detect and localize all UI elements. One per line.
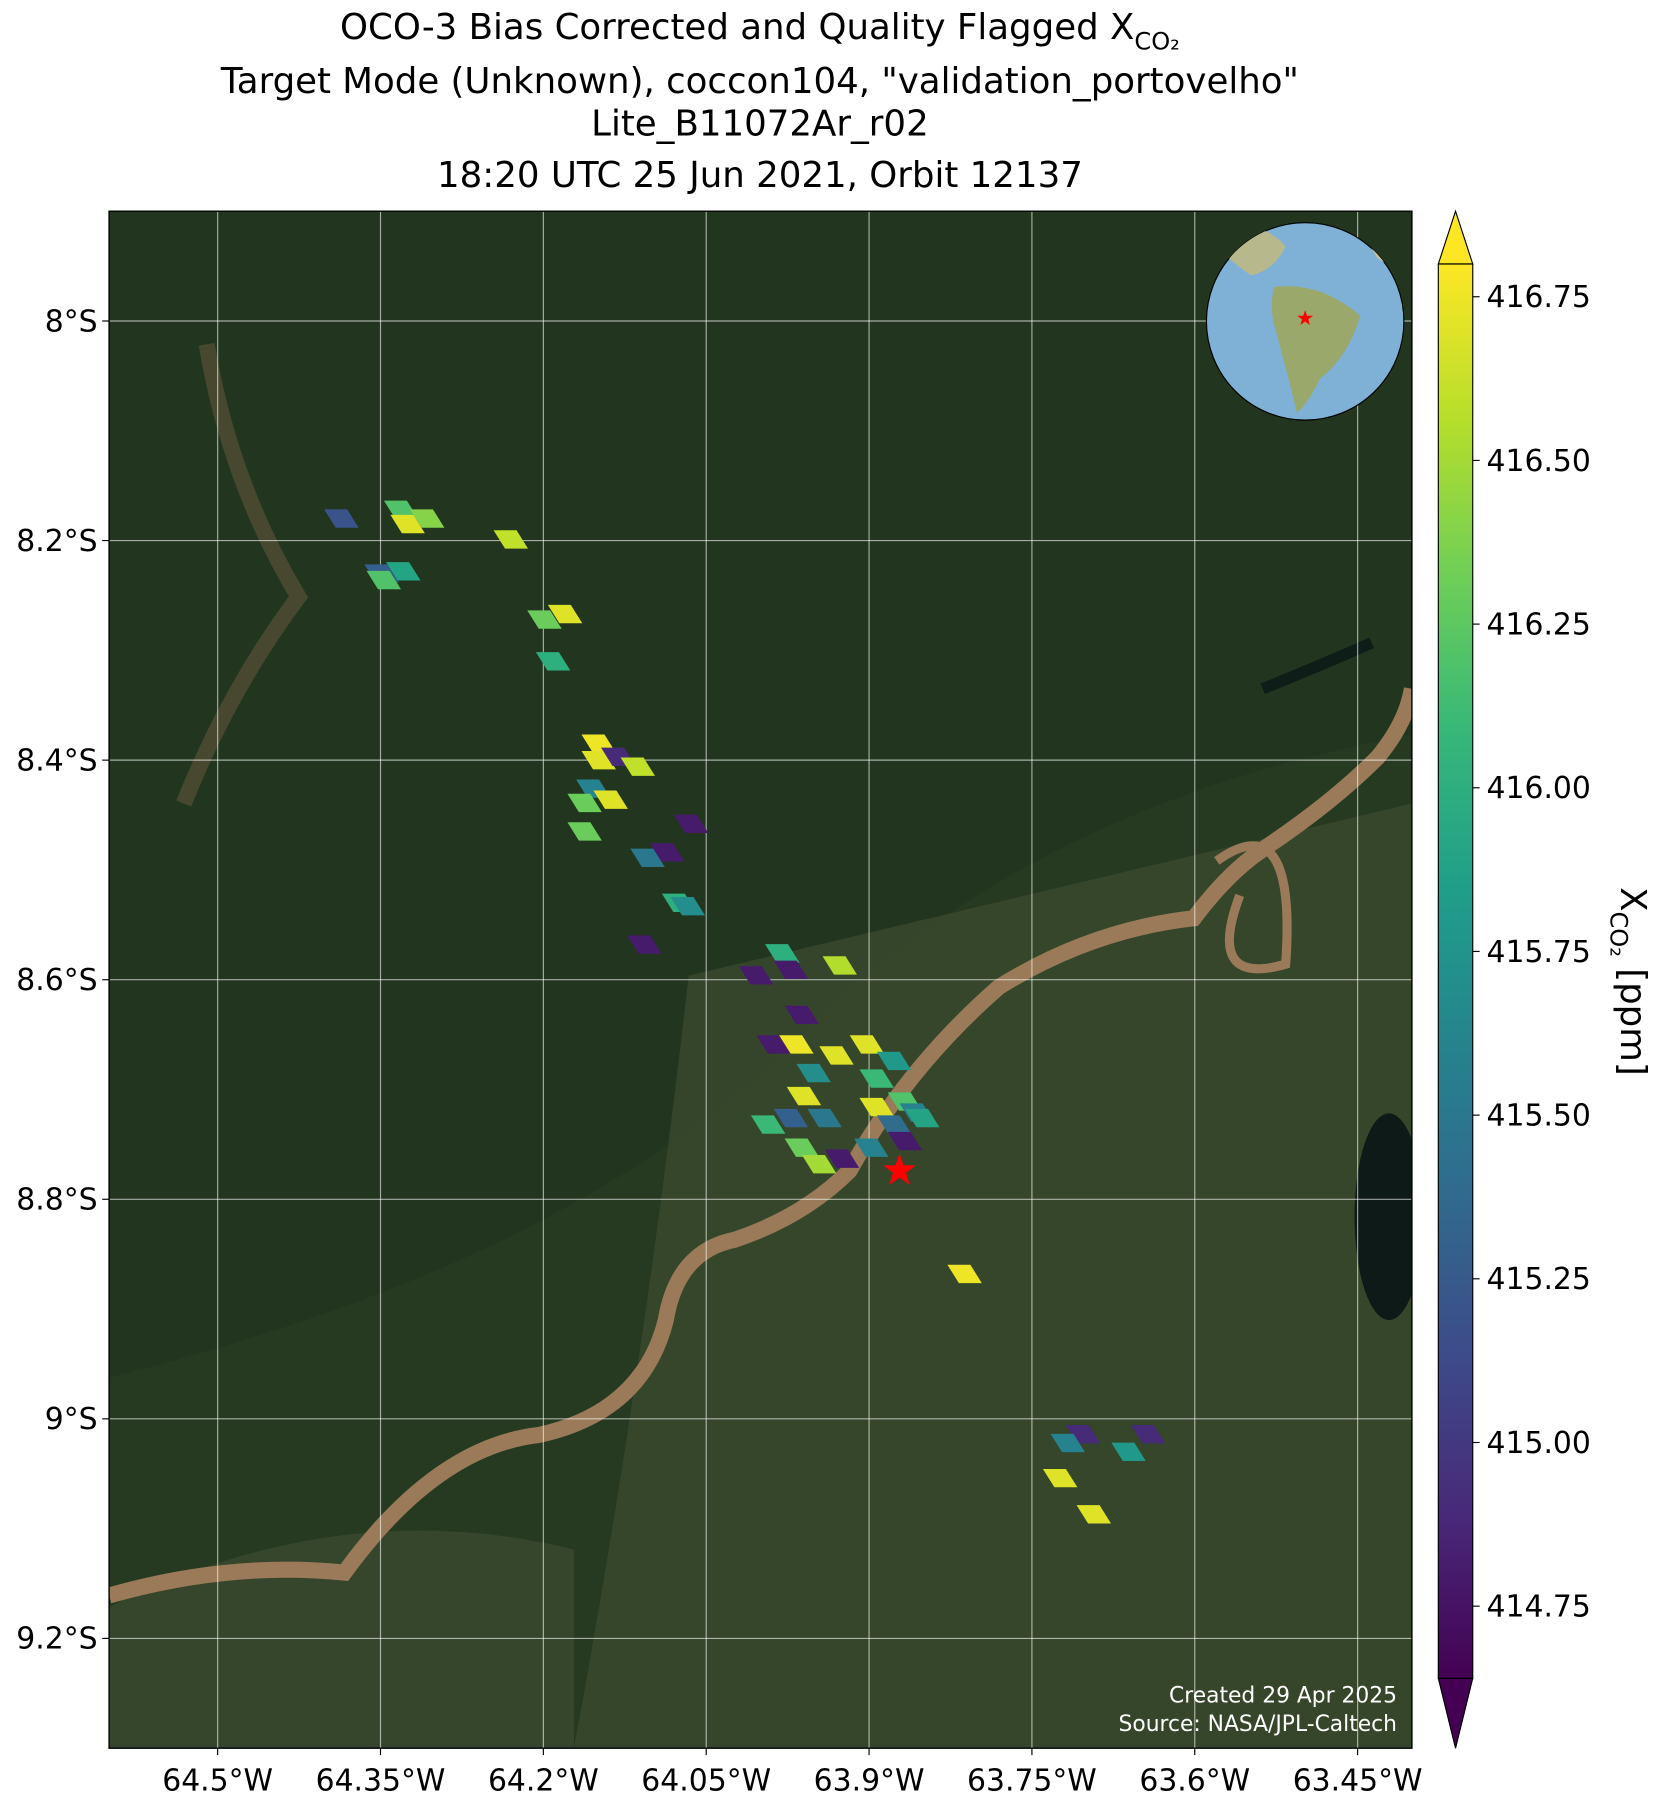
colorbar-tick-label: 416.50 bbox=[1487, 444, 1591, 479]
title-line-3: Lite_B11072Ar_r02 bbox=[591, 103, 929, 144]
footprint bbox=[567, 822, 602, 841]
y-tick-label: 8.2°S bbox=[16, 524, 97, 559]
footprint bbox=[773, 1108, 809, 1128]
footnote-source: Source: NASA/JPL-Caltech bbox=[1119, 1712, 1397, 1737]
colorbar-tick-label: 415.75 bbox=[1487, 935, 1591, 970]
colorbar-extend-bottom bbox=[1437, 1677, 1474, 1749]
footprint bbox=[807, 1108, 842, 1128]
colorbar: 414.75 415.00 415.25 415.50 415.75 416.00 416.… bbox=[1437, 209, 1591, 1749]
footprint bbox=[1050, 1433, 1085, 1453]
colorbar-label: XCO₂ [ppm] bbox=[1604, 887, 1652, 1076]
footprint bbox=[1130, 1425, 1166, 1444]
x-tick-label: 63.6°W bbox=[1139, 1764, 1250, 1799]
map-area bbox=[109, 211, 1412, 1749]
x-tick-label: 64.2°W bbox=[488, 1764, 599, 1799]
colorbar-label-unit: [ppm] bbox=[1612, 957, 1653, 1076]
footprint bbox=[876, 1051, 912, 1071]
footprint bbox=[824, 1149, 860, 1168]
lake bbox=[1260, 637, 1375, 695]
x-tick-label: 63.9°W bbox=[814, 1764, 925, 1799]
y-tick-label: 8.4°S bbox=[16, 743, 97, 778]
colorbar-body bbox=[1437, 263, 1474, 1679]
forest bbox=[109, 211, 1412, 1378]
site-layer bbox=[883, 1153, 916, 1185]
globe-land bbox=[1271, 286, 1361, 414]
cleared-land bbox=[109, 1530, 574, 1749]
title-subscript: CO₂ bbox=[1134, 27, 1179, 55]
colorbar-tick-label: 416.75 bbox=[1487, 280, 1591, 315]
footprint bbox=[1111, 1442, 1146, 1461]
colorbar-extend-top bbox=[1437, 209, 1474, 265]
footprint bbox=[947, 1264, 982, 1284]
footprint bbox=[1042, 1468, 1078, 1488]
colorbar-tick-label: 415.00 bbox=[1487, 1426, 1591, 1461]
footprint bbox=[673, 814, 709, 833]
x-tick-label: 64.05°W bbox=[641, 1764, 771, 1799]
y-tick-label: 8°S bbox=[45, 304, 98, 339]
terrain bbox=[176, 343, 309, 807]
colorbar-label-subscript: CO₂ bbox=[1604, 911, 1632, 956]
reservoir bbox=[1354, 1113, 1412, 1321]
footprint bbox=[849, 1035, 885, 1054]
footprint bbox=[784, 1138, 819, 1157]
x-tick-label: 63.45°W bbox=[1293, 1764, 1423, 1799]
colorbar-tick-label: 415.50 bbox=[1487, 1098, 1591, 1133]
colorbar-label-symbol: X bbox=[1612, 887, 1653, 911]
footprint bbox=[764, 944, 800, 963]
footprint bbox=[567, 793, 602, 813]
y-tick-label: 9°S bbox=[45, 1402, 98, 1437]
footprint bbox=[779, 1035, 814, 1054]
title-line-1: OCO-3 Bias Corrected and Quality Flagged… bbox=[340, 7, 1180, 55]
footprint bbox=[324, 509, 359, 528]
footprint bbox=[905, 1108, 940, 1128]
colorbar-tick-label: 414.75 bbox=[1487, 1589, 1591, 1624]
title-line-2: Target Mode (Unknown), coccon104, "valid… bbox=[220, 61, 1299, 102]
footprint bbox=[854, 1138, 889, 1157]
colorbar-tick-label: 416.25 bbox=[1487, 607, 1591, 642]
globe-star: ★ bbox=[1296, 306, 1315, 330]
footnote-created: Created 29 Apr 2025 bbox=[1169, 1683, 1397, 1708]
footprint bbox=[773, 960, 809, 980]
footprint bbox=[409, 509, 445, 528]
colorbar-tick-label: 415.25 bbox=[1487, 1262, 1591, 1297]
footprint bbox=[801, 1154, 837, 1174]
footprint bbox=[796, 1063, 831, 1083]
footprint bbox=[383, 500, 419, 520]
footprint bbox=[390, 514, 425, 534]
footprint bbox=[593, 790, 628, 809]
footprint bbox=[786, 1086, 822, 1106]
x-tick-label: 64.5°W bbox=[162, 1764, 273, 1799]
footprint bbox=[649, 843, 685, 862]
x-tick-label: 64.35°W bbox=[316, 1764, 446, 1799]
y-tick-label: 8.6°S bbox=[16, 963, 97, 998]
footprint bbox=[527, 610, 562, 629]
y-tick-label: 9.2°S bbox=[16, 1622, 97, 1657]
x-tick-label: 63.75°W bbox=[967, 1764, 1097, 1799]
title-text: OCO-3 Bias Corrected and Quality Flagged… bbox=[340, 7, 1134, 48]
footprint bbox=[670, 896, 705, 916]
footprint bbox=[366, 570, 401, 590]
y-tick-label: 8.8°S bbox=[16, 1183, 97, 1218]
footprint bbox=[750, 1115, 786, 1134]
globe-inset: ★ bbox=[1205, 222, 1405, 421]
footprint bbox=[876, 1115, 912, 1134]
footprint bbox=[493, 530, 529, 549]
grid bbox=[109, 211, 1412, 1749]
colorbar-tick-label: 416.00 bbox=[1487, 771, 1591, 806]
site-marker bbox=[883, 1153, 916, 1185]
river-bend bbox=[1214, 841, 1292, 974]
title-line-4: 18:20 UTC 25 Jun 2021, Orbit 12137 bbox=[437, 155, 1083, 196]
